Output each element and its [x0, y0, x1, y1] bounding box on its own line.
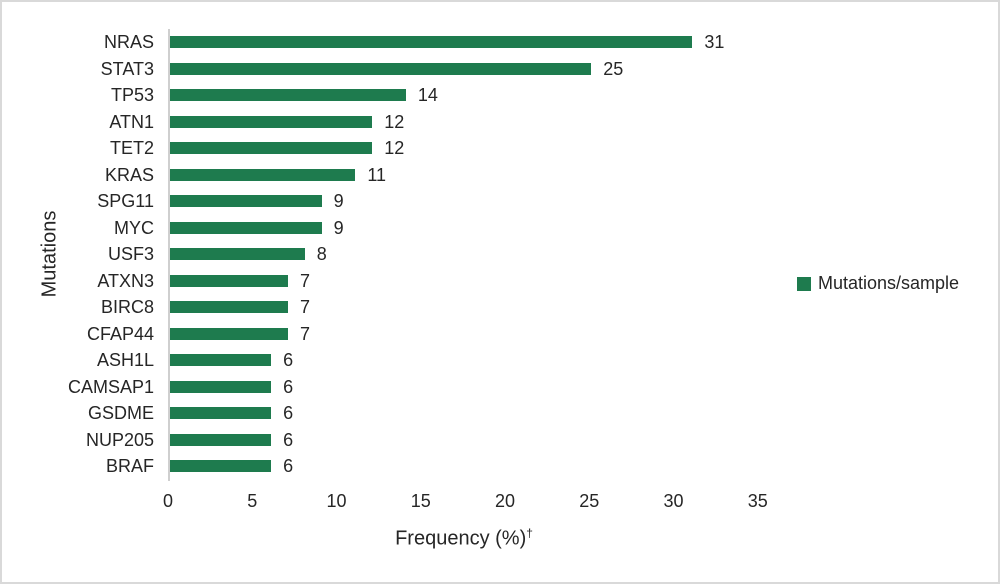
category-label: SPG11: [97, 191, 154, 211]
legend: Mutations/sample: [797, 273, 959, 294]
legend-label: Mutations/sample: [818, 273, 960, 293]
y-axis-line: [168, 29, 170, 481]
bar: [170, 407, 272, 420]
x-axis-title-dagger: †: [526, 526, 533, 540]
bar: [170, 327, 288, 340]
value-label: 6: [283, 376, 294, 397]
x-tick-label: 0: [162, 491, 173, 511]
bar: [170, 36, 693, 49]
category-label: TET2: [109, 138, 154, 158]
x-axis-title-text: Frequency (%): [395, 527, 527, 550]
category-label: KRAS: [104, 164, 154, 185]
bar: [170, 115, 373, 128]
category-label: ATXN3: [97, 270, 154, 291]
x-tick-label: 30: [663, 491, 684, 511]
bar: [170, 301, 288, 314]
value-label: 12: [384, 111, 405, 132]
value-label: 25: [603, 58, 624, 79]
category-label: BRAF: [105, 456, 154, 476]
value-label: 7: [299, 270, 310, 291]
value-label: 14: [417, 85, 438, 105]
category-label: BIRC8: [100, 297, 154, 317]
bar: [170, 221, 322, 234]
category-label: CFAP44: [86, 323, 154, 344]
x-tick-label: 20: [494, 491, 516, 511]
bar: [170, 89, 406, 102]
x-tick-label: 25: [579, 491, 600, 511]
value-label: 11: [367, 164, 387, 185]
bar: [170, 248, 305, 261]
category-label: NUP205: [85, 429, 154, 450]
category-label: NRAS: [103, 32, 154, 52]
category-label: USF3: [107, 244, 154, 264]
value-label: 9: [333, 191, 344, 211]
bar: [170, 380, 272, 393]
category-label: STAT3: [100, 58, 154, 79]
x-tick-label: 10: [326, 491, 347, 511]
category-label: CAMSAP1: [67, 376, 154, 397]
value-label: 8: [316, 244, 327, 264]
bar: [170, 460, 272, 473]
category-label: TP53: [110, 85, 154, 105]
bar: [170, 195, 322, 208]
value-label: 7: [299, 297, 310, 317]
bar: [170, 354, 272, 367]
value-label: 7: [299, 323, 310, 344]
category-label: GSDME: [87, 403, 154, 423]
x-tick-label: 35: [747, 491, 768, 511]
value-label: 6: [283, 403, 294, 423]
category-label: ATN1: [109, 111, 154, 132]
value-label: 9: [333, 217, 344, 238]
x-axis-title: Frequency (%)†: [169, 526, 759, 551]
value-label: 6: [283, 350, 294, 370]
legend-marker-icon: [797, 276, 811, 291]
value-label: 12: [384, 138, 405, 158]
value-label: 6: [283, 429, 294, 450]
bar: [170, 168, 356, 181]
bar: [170, 62, 592, 75]
category-label: MYC: [114, 217, 154, 238]
bar: [170, 142, 373, 155]
value-label: 6: [283, 456, 294, 476]
bar: [170, 274, 288, 287]
category-label: ASH1L: [96, 350, 154, 370]
bar: [170, 433, 272, 446]
x-tick-label: 5: [247, 491, 258, 511]
value-label: 31: [704, 32, 725, 52]
x-tick-label: 15: [410, 491, 431, 511]
